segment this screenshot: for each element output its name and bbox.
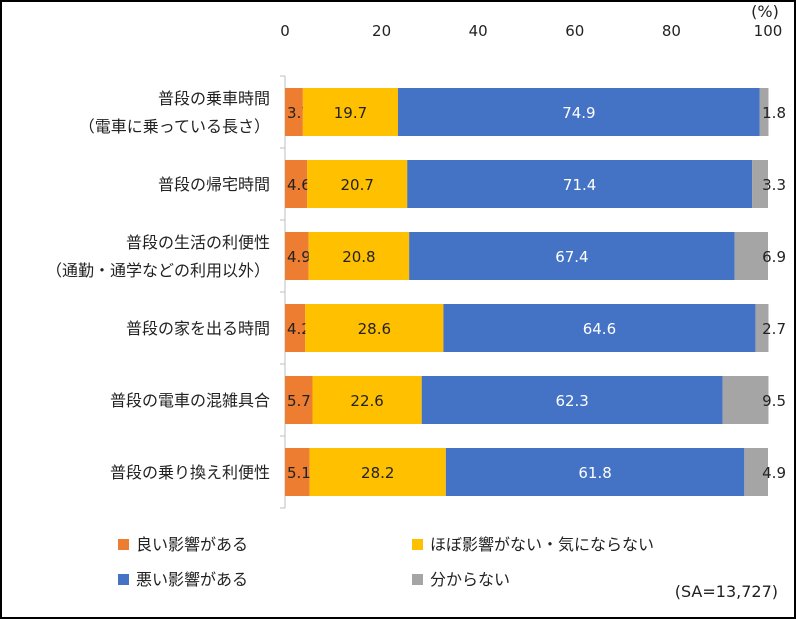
data-label: 20.7 — [341, 176, 374, 194]
bar-segment — [285, 448, 310, 496]
bar-segment — [421, 376, 723, 424]
data-label: 1.8 — [762, 104, 786, 122]
data-label: 62.3 — [555, 392, 588, 410]
data-label: 4.6 — [287, 176, 311, 194]
bar-segment — [407, 160, 753, 208]
legend-label: 悪い影響がある — [136, 570, 248, 589]
category-label: 普段の生活の利便性 — [126, 233, 270, 252]
x-tick-label: 20 — [372, 22, 391, 40]
data-label: 9.5 — [762, 392, 786, 410]
legend-swatch — [412, 574, 423, 585]
legend-swatch — [118, 539, 129, 550]
bar-segment — [285, 376, 313, 424]
bar-segment — [744, 448, 768, 496]
data-label: 2.7 — [762, 320, 786, 338]
bar-segment — [734, 232, 768, 280]
bar-segment — [755, 304, 769, 352]
bar-segment — [285, 232, 309, 280]
x-tick-label: 60 — [565, 22, 584, 40]
bar-segment — [305, 304, 444, 352]
data-label: 3.3 — [762, 176, 786, 194]
sample-size-note: (SA=13,727) — [675, 582, 778, 601]
category-label: 普段の電車の混雑具合 — [110, 391, 270, 410]
data-label: 64.6 — [583, 320, 616, 338]
unit-label: (%) — [751, 2, 779, 21]
bar-segment — [398, 88, 760, 136]
bar-segment — [722, 376, 769, 424]
bar-segment — [759, 88, 769, 136]
legend-label: 良い影響がある — [136, 535, 248, 554]
data-label: 4.2 — [287, 320, 311, 338]
bar-segment — [308, 232, 410, 280]
data-label: 4.9 — [287, 248, 311, 266]
legend-swatch — [118, 574, 129, 585]
category-label: 普段の帰宅時間 — [158, 175, 270, 194]
category-label: （電車に乗っている長さ） — [79, 117, 270, 136]
x-tick-label: 80 — [662, 22, 681, 40]
data-label: 67.4 — [555, 248, 588, 266]
bar-segment — [307, 160, 408, 208]
data-label: 4.9 — [762, 464, 786, 482]
data-label: 22.6 — [350, 392, 383, 410]
data-label: 61.8 — [578, 464, 611, 482]
legend-label: ほぼ影響がない・気にならない — [430, 535, 654, 554]
bar-segment — [285, 304, 306, 352]
x-tick-label: 40 — [469, 22, 488, 40]
category-label: （通勤・通学などの利用以外） — [46, 261, 270, 280]
data-label: 28.6 — [358, 320, 391, 338]
data-label: 28.2 — [361, 464, 394, 482]
bar-segment — [285, 88, 303, 136]
bar-segment — [309, 448, 446, 496]
data-label: 74.9 — [562, 104, 595, 122]
data-label: 5.1 — [287, 464, 311, 482]
legend-label: 分からない — [430, 570, 510, 589]
data-label: 5.7 — [287, 392, 311, 410]
bar-segment — [443, 304, 756, 352]
bar-segment — [312, 376, 422, 424]
data-label: 19.7 — [334, 104, 367, 122]
bar-segment — [409, 232, 735, 280]
category-label: 普段の家を出る時間 — [126, 319, 270, 338]
bar-segment — [285, 160, 308, 208]
data-label: 6.9 — [762, 248, 786, 266]
data-label: 71.4 — [563, 176, 596, 194]
bar-segment — [445, 448, 745, 496]
category-label: 普段の乗車時間 — [158, 89, 270, 108]
bar-segment — [302, 88, 399, 136]
x-tick-label: 100 — [754, 22, 783, 40]
bar-segment — [752, 160, 768, 208]
data-label: 20.8 — [342, 248, 375, 266]
x-tick-label: 0 — [280, 22, 290, 40]
category-label: 普段の乗り換え利便性 — [110, 463, 270, 482]
legend-swatch — [412, 539, 423, 550]
